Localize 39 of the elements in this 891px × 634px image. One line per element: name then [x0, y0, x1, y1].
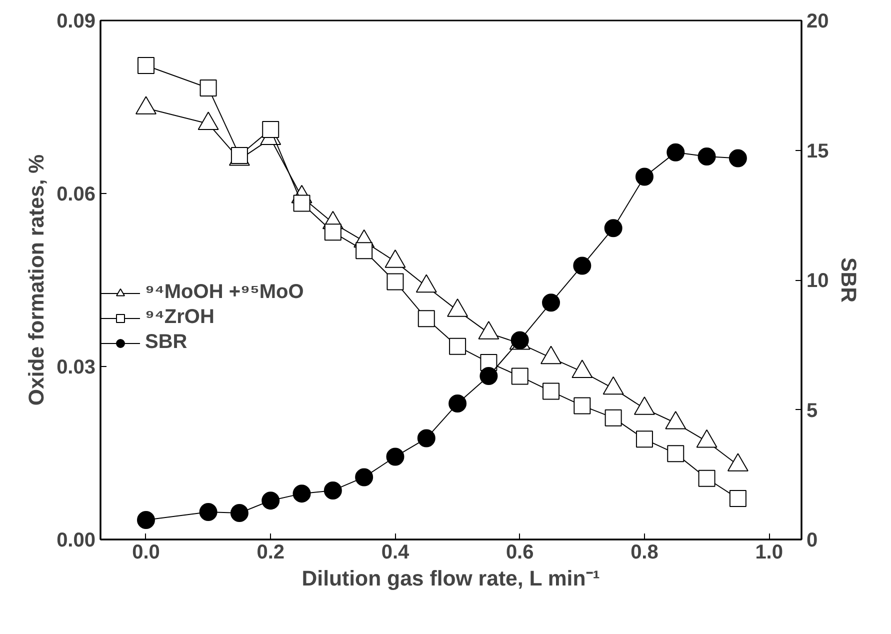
point [542, 294, 560, 312]
point [199, 503, 218, 521]
point [728, 149, 747, 168]
y-tick-label: 0.09 [56, 10, 96, 32]
y-axis-title: Oxide formation rates, % [24, 154, 49, 406]
point [635, 168, 654, 186]
y-tick-label: 0.06 [56, 184, 96, 206]
point [480, 367, 498, 385]
y2-tick-label: 0 [806, 530, 818, 552]
point [136, 511, 155, 530]
point [262, 492, 280, 510]
point [417, 429, 436, 448]
point [386, 448, 404, 466]
x-tick-label: 0.8 [630, 542, 658, 564]
point [355, 468, 374, 486]
x-tick-label: 0.2 [256, 542, 285, 564]
y2-tick-label: 20 [806, 10, 829, 32]
point [448, 394, 467, 413]
point [604, 219, 622, 238]
point [698, 147, 716, 166]
y-tick-label: 0.00 [56, 530, 96, 552]
point [292, 484, 311, 503]
y2-tick-label: 15 [806, 140, 829, 162]
x-tick-label: 0.6 [506, 542, 534, 564]
y2-tick-label: 5 [806, 400, 818, 422]
point [573, 256, 592, 275]
point [230, 504, 248, 522]
legend-label: ⁹⁴MoOH +⁹⁵MoO [145, 281, 304, 304]
y-tick-label: 0.03 [56, 356, 96, 378]
x-tick-label: 0.0 [132, 542, 160, 564]
point [324, 481, 342, 500]
point [666, 143, 685, 162]
y2-axis-title: SBR [836, 257, 861, 303]
y2-tick-label: 10 [806, 270, 829, 292]
x-axis-title: Dilution gas flow rate, L min⁻¹ [302, 566, 600, 590]
legend-label: SBR [145, 331, 188, 354]
x-tick-label: 0.4 [381, 542, 410, 564]
x-tick-label: 1.0 [755, 542, 784, 564]
legend-label: ⁹⁴ZrOH [145, 306, 214, 329]
